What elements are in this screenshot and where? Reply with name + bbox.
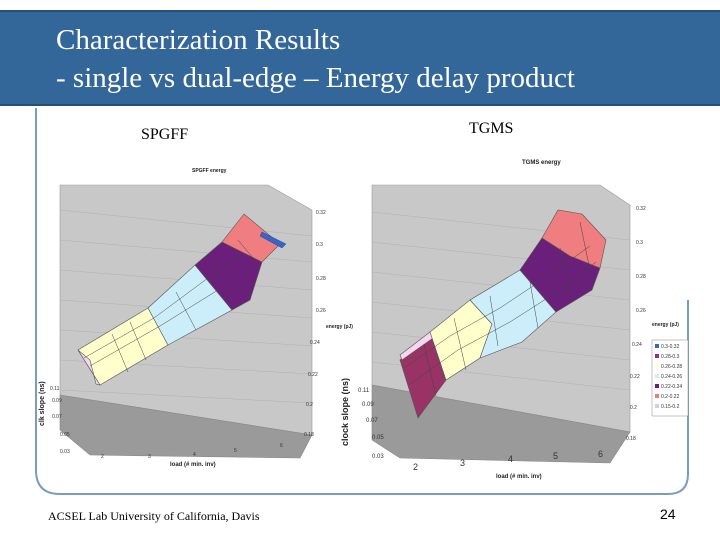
- tgms-z-tick: 0.32: [636, 206, 646, 212]
- spgff-band-0.28-0.3: [194, 241, 263, 311]
- spgff-chart-title: SPGFF energy: [192, 168, 227, 174]
- spgff-y-ticks: 0.03 0.05 0.07 0.09 0.11: [50, 386, 70, 455]
- tgms-y-tick: 0.05: [372, 435, 384, 441]
- tgms-y-tick: 0.09: [362, 402, 374, 408]
- tgms-chart: TGMS energy 0.32 0.3 0.28 0.26 0.24 0.22…: [340, 160, 689, 480]
- panel-label-tgms: TGMS: [469, 120, 514, 137]
- page-number: 24: [660, 506, 676, 522]
- tgms-y-tick: 0.11: [358, 388, 370, 394]
- slide-title-line-1: Characterization Results: [56, 24, 341, 56]
- legend-swatch-0.15-0.2: [655, 404, 659, 408]
- spgff-y-label: clk slope (ns): [39, 381, 46, 426]
- spgff-y-tick: 0.09: [52, 398, 62, 404]
- footer-affiliation: ACSEL Lab University of California, Davi…: [48, 509, 260, 523]
- spgff-x-tick: 5: [234, 448, 237, 454]
- tgms-y-tick: 0.07: [366, 418, 378, 424]
- spgff-z-tick: 0.2: [306, 402, 313, 408]
- tgms-x-ticks: 2 3 4 5 6: [413, 449, 603, 472]
- spgff-x-tick: 4: [193, 452, 196, 458]
- spgff-floor: [59, 394, 313, 459]
- spgff-x-label: load (# min. inv): [170, 462, 216, 468]
- spgff-z-tick: 0.24: [310, 340, 320, 346]
- tgms-z-tick: 0.24: [632, 342, 642, 348]
- tgms-z-tick: 0.3: [636, 240, 643, 246]
- spgff-z-tick: 0.3: [316, 242, 323, 248]
- spgff-x-tick: 3: [148, 454, 151, 460]
- legend-entry: 0.15-0.2: [661, 404, 680, 410]
- legend-entry: 0.3-0.32: [661, 344, 680, 350]
- spgff-y-tick: 0.11: [50, 386, 60, 392]
- panel-label-spgff: SPGFF: [141, 126, 189, 143]
- tgms-z-label: energy (pJ): [652, 322, 679, 328]
- legend-swatch-0.2-0.22: [655, 394, 659, 398]
- spgff-band-edge: [259, 231, 287, 249]
- tgms-z-tick: 0.26: [636, 308, 646, 314]
- legend-swatch-0.26-0.28: [655, 364, 659, 368]
- tgms-z-tick: 0.22: [630, 374, 640, 380]
- legend-entry: 0.24-0.26: [661, 374, 682, 380]
- tgms-x-tick: 6: [598, 449, 603, 459]
- legend-entry: 0.26-0.28: [661, 364, 682, 370]
- tgms-x-tick: 3: [460, 458, 465, 468]
- spgff-z-tick: 0.32: [316, 210, 326, 216]
- tgms-chart-title: TGMS energy: [522, 160, 561, 166]
- spgff-y-tick: 0.03: [60, 449, 70, 455]
- tgms-band-0.3-0.32: [541, 209, 607, 269]
- tgms-mesh: [403, 221, 597, 397]
- tgms-x-tick: 2: [413, 462, 418, 472]
- legend-swatch-0.3-0.32: [655, 344, 659, 348]
- tgms-z-tick: 0.18: [626, 436, 636, 442]
- spgff-y-tick: 0.05: [60, 432, 70, 438]
- tgms-y-label: clock slope (ns): [340, 378, 350, 446]
- tgms-floor: [371, 384, 631, 464]
- tgms-x-label: load (# min. inv): [496, 474, 542, 480]
- spgff-z-tick: 0.18: [304, 432, 314, 438]
- spgff-x-tick: 6: [280, 443, 283, 449]
- slide-title-line-2: - single vs dual-edge – Energy delay pro…: [56, 62, 575, 94]
- tgms-z-ticks: 0.32 0.3 0.28 0.26 0.24 0.22 0.2 0.18: [626, 206, 646, 442]
- tgms-x-tick: 5: [553, 451, 558, 461]
- tgms-z-tick: 0.28: [636, 274, 646, 280]
- tgms-y-ticks: 0.03 0.05 0.07 0.09 0.11: [358, 388, 384, 460]
- spgff-z-tick: 0.28: [316, 276, 326, 282]
- spgff-x-ticks: 2 3 4 5 6: [101, 443, 283, 460]
- title-bar: Characterization Results - single vs dua…: [0, 10, 720, 106]
- legend-entry: 0.28-0.3: [661, 354, 680, 360]
- tgms-legend: 0.3-0.32 0.28-0.3 0.26-0.28 0.24-0.26 0.…: [651, 339, 689, 417]
- tgms-z-tick: 0.2: [630, 405, 637, 411]
- spgff-y-tick: 0.07: [52, 414, 62, 420]
- spgff-z-tick: 0.22: [308, 372, 318, 378]
- spgff-mesh: [83, 239, 259, 373]
- legend-entry: 0.2-0.22: [661, 394, 680, 400]
- spgff-z-ticks: 0.32 0.3 0.28 0.26 0.24 0.22 0.2 0.18: [304, 210, 326, 438]
- spgff-z-label: energy (pJ): [326, 324, 353, 330]
- legend-swatch-0.28-0.3: [655, 354, 659, 358]
- tgms-x-tick: 4: [508, 454, 513, 464]
- legend-swatch-0.24-0.26: [655, 374, 659, 378]
- spgff-x-tick: 2: [101, 454, 104, 460]
- legend-entry: 0.22-0.24: [661, 384, 682, 390]
- spgff-z-tick: 0.26: [316, 308, 326, 314]
- legend-swatch-0.22-0.24: [655, 384, 659, 388]
- tgms-y-tick: 0.03: [372, 454, 384, 460]
- spgff-chart: SPGFF energy 0.32 0.3 0.28 0.26 0.24 0.2…: [39, 168, 353, 468]
